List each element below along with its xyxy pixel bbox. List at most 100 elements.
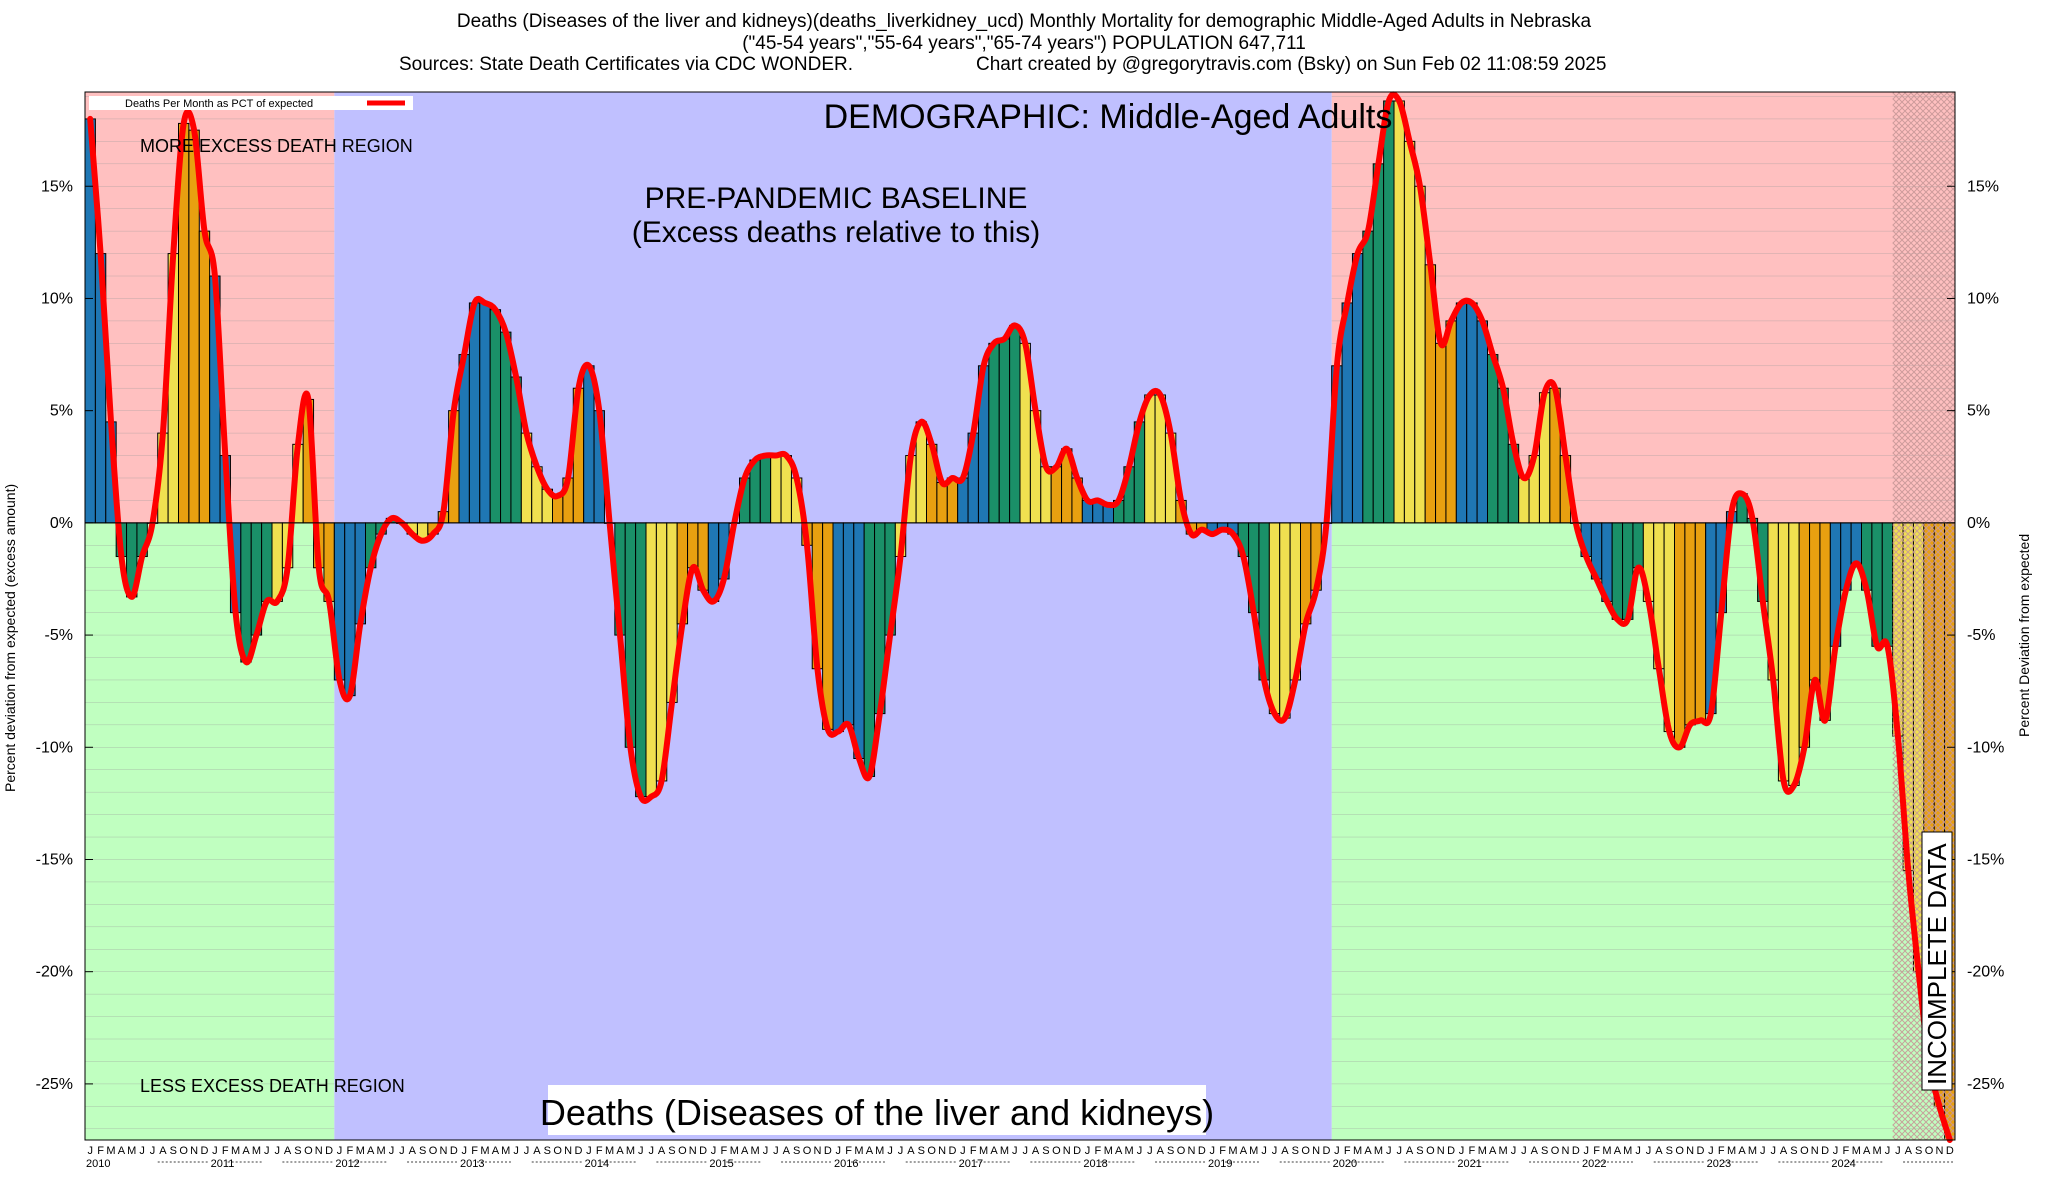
bar	[957, 477, 969, 524]
x-tick-label: M	[626, 1145, 635, 1157]
x-tick-label: S	[544, 1145, 551, 1157]
x-tick-label: A	[1738, 1145, 1746, 1157]
x-tick-label: N	[1312, 1145, 1320, 1157]
year-label: 2021	[1457, 1158, 1481, 1170]
bar	[645, 522, 657, 798]
x-tick-label: J	[150, 1145, 156, 1157]
series-line	[87, 91, 1953, 1143]
plot-frame	[84, 91, 1956, 1141]
y-tick-label-right: 10%	[1967, 290, 1999, 307]
x-tick-label: M	[1852, 1145, 1861, 1157]
x-tick-label: N	[190, 1145, 198, 1157]
bar	[479, 302, 491, 524]
x-tick-label: M	[605, 1145, 614, 1157]
bar	[1372, 163, 1385, 524]
year-label: 2014	[585, 1158, 609, 1170]
x-tick-label: A	[533, 1145, 541, 1157]
x-tick-label: S	[1666, 1145, 1673, 1157]
x-tick-label: O	[1551, 1145, 1560, 1157]
demographic-title: DEMOGRAPHIC: Middle-Aged Adults	[824, 98, 1393, 136]
bar	[1050, 466, 1063, 524]
x-tick-label: M	[1748, 1145, 1757, 1157]
x-tick-label: J	[586, 1145, 592, 1157]
bar	[261, 522, 273, 602]
bar	[468, 302, 481, 524]
x-tick-label: A	[1655, 1145, 1663, 1157]
x-tick-label: N	[938, 1145, 946, 1157]
x-tick-label: N	[1561, 1145, 1569, 1157]
x-tick-label: J	[1760, 1145, 1766, 1157]
x-tick-label: F	[222, 1145, 229, 1157]
x-tick-label: D	[574, 1145, 582, 1157]
x-tick-label: O	[1800, 1145, 1809, 1157]
bar	[863, 522, 876, 777]
x-tick-label: M	[730, 1145, 739, 1157]
x-tick-label: F	[596, 1145, 603, 1157]
year-label: 2013	[460, 1158, 484, 1170]
year-label: 2017	[959, 1158, 983, 1170]
x-tick-label: O	[1177, 1145, 1186, 1157]
x-tick-label: J	[1209, 1145, 1215, 1157]
x-tick-label: A	[1115, 1145, 1123, 1157]
y-tick-label-right: -5%	[1967, 627, 1995, 644]
x-tick-label: J	[1012, 1145, 1018, 1157]
x-tick-label: A	[866, 1145, 874, 1157]
x-tick-label: D	[1946, 1145, 1954, 1157]
bar	[1445, 320, 1457, 524]
bar	[1455, 302, 1468, 524]
x-tick-label: M	[1727, 1145, 1736, 1157]
year-label: 2019	[1208, 1158, 1232, 1170]
less-excess-region	[85, 522, 335, 1140]
year-label: 2022	[1582, 1158, 1606, 1170]
x-tick-label: D	[699, 1145, 707, 1157]
x-tick-label: F	[347, 1145, 354, 1157]
year-label: 2023	[1707, 1158, 1731, 1170]
bar	[1788, 522, 1800, 786]
x-tick-label: M	[875, 1145, 884, 1157]
x-tick-label: J	[1137, 1145, 1143, 1157]
incomplete-label-box	[1921, 831, 1953, 1091]
bar	[988, 342, 1000, 524]
x-tick-label: F	[97, 1145, 104, 1157]
x-tick-label: M	[1478, 1145, 1487, 1157]
x-tick-label: J	[887, 1145, 893, 1157]
x-tick-label: J	[1895, 1145, 1901, 1157]
x-tick-label: J	[711, 1145, 717, 1157]
x-tick-label: D	[1198, 1145, 1206, 1157]
x-tick-label: J	[763, 1145, 769, 1157]
x-tick-label: O	[304, 1145, 313, 1157]
bar	[853, 522, 865, 760]
x-tick-label: F	[1344, 1145, 1351, 1157]
x-tick-label: M	[480, 1145, 489, 1157]
x-tick-label: J	[835, 1145, 841, 1157]
x-tick-label: A	[1614, 1145, 1622, 1157]
bar	[1383, 100, 1395, 524]
x-tick-label: J	[1583, 1145, 1589, 1157]
x-tick-label: J	[1833, 1145, 1839, 1157]
bar	[1268, 522, 1281, 715]
x-tick-label: M	[106, 1145, 115, 1157]
x-tick-label: A	[990, 1145, 998, 1157]
x-tick-label: S	[1416, 1145, 1423, 1157]
x-tick-label: O	[803, 1145, 812, 1157]
bar	[1487, 354, 1499, 524]
x-tick-label: J	[1085, 1145, 1091, 1157]
y-tick-label-right: -10%	[1967, 739, 2004, 756]
x-tick-label: A	[118, 1145, 126, 1157]
bottom-title-box	[548, 1085, 1206, 1135]
x-tick-label: N	[564, 1145, 572, 1157]
x-tick-label: F	[1219, 1145, 1226, 1157]
x-tick-label: M	[1353, 1145, 1362, 1157]
y-tick-label-left: 15%	[41, 178, 73, 195]
bar	[687, 522, 699, 569]
y-tick-label-left: -25%	[36, 1076, 73, 1093]
bar	[1414, 185, 1426, 524]
x-tick-label: F	[1718, 1145, 1725, 1157]
x-tick-label: N	[813, 1145, 821, 1157]
x-tick-label: A	[907, 1145, 915, 1157]
x-tick-label: A	[1905, 1145, 1913, 1157]
x-tick-label: D	[1322, 1145, 1330, 1157]
x-tick-label: A	[1489, 1145, 1497, 1157]
x-tick-label: S	[1042, 1145, 1049, 1157]
